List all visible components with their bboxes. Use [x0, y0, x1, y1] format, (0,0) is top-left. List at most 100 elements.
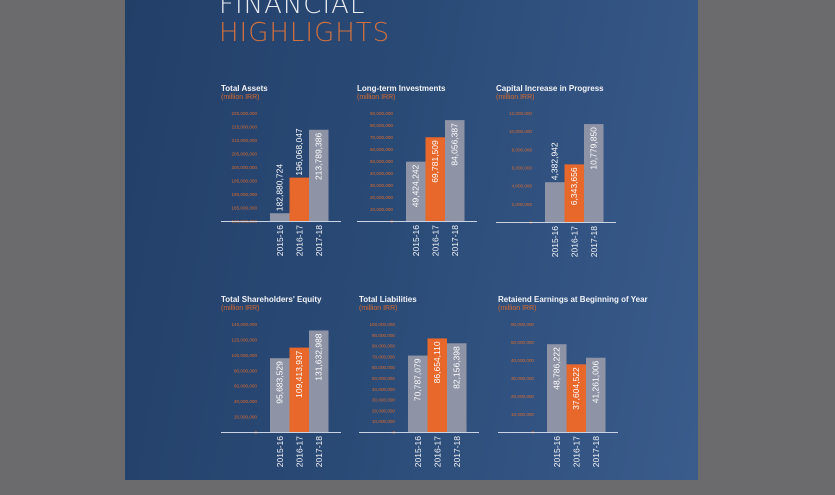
page-title-line2: HIGHLIGHTS: [219, 18, 391, 48]
bar-value-label: 69,781,509: [430, 140, 440, 183]
y-tick-label: 210,000,000: [231, 138, 257, 143]
bar-2015-16: [270, 358, 290, 432]
x-tick-label: 2017-18: [589, 226, 599, 257]
y-tick-label: 20,000,000: [370, 195, 393, 200]
chart-unit: (million IRR): [359, 305, 398, 312]
y-tick-label: 60,000,000: [372, 365, 395, 370]
y-tick-label: 50,000,000: [372, 376, 395, 381]
chart-plot: 100,000,000 90,000,000 80,000,000 70,000,00…: [359, 322, 479, 467]
bar-value-label: 41,261,006: [591, 360, 601, 403]
bar-value-label: 37,604,522: [571, 367, 581, 410]
bar-2016-17: [564, 164, 584, 222]
y-tick-label: 10,000,000: [372, 419, 395, 424]
bar-value-label: 48,786,222: [552, 347, 562, 390]
x-tick-label: 2015-16: [550, 226, 560, 257]
y-tick-label: 70,000,000: [370, 135, 393, 140]
bar-2017-18: [447, 343, 467, 432]
y-tick-label: 90,000,000: [372, 333, 395, 338]
chart-3: Total Shareholders' Equity (million IRR) 1…: [221, 295, 381, 495]
bar-value-label: 49,424,242: [411, 164, 421, 207]
bar-value-label: 196,068,047: [294, 128, 304, 176]
chart-unit: (million IRR): [221, 94, 260, 101]
chart-title: Capital Increase in Progress: [496, 84, 604, 93]
chart-title: Retaiend Earnings at Beginning of Year: [498, 295, 648, 304]
x-tick-label: 2016-17: [569, 226, 579, 257]
bar-2015-16: [270, 213, 290, 221]
x-tick-label: 2017-18: [314, 436, 324, 467]
y-tick-label: 30,000,000: [511, 376, 534, 381]
bar-2016-17: [427, 338, 447, 432]
y-tick-label: 8,000,000: [512, 147, 533, 152]
bar-value-label: 82,156,398: [452, 346, 462, 389]
chart-plot: 220,000,000 215,000,000 210,000,000 205,000…: [221, 111, 341, 256]
y-tick-label: 140,000,000: [231, 322, 257, 327]
y-tick-label: 30,000,000: [372, 398, 395, 403]
y-tick-label: 20,000,000: [372, 408, 395, 413]
bar-value-label: 70,787,079: [413, 358, 423, 401]
bar-value-label: 95,683,529: [275, 361, 285, 404]
y-tick-label: 60,000,000: [234, 384, 257, 389]
chart-title: Long-term Investments: [357, 84, 446, 93]
page-title-line1: FINANCIAL: [219, 0, 366, 20]
bar-2016-17: [289, 347, 309, 432]
x-tick-label: 2017-18: [452, 436, 462, 467]
chart-plot: 90,000,000 80,000,000 70,000,000 60,000,000…: [357, 111, 477, 256]
chart-unit: (million IRR): [357, 94, 396, 101]
bar-2017-18: [584, 124, 604, 222]
chart-5: Retaiend Earnings at Beginning of Year (m…: [498, 295, 658, 495]
y-tick-label: 50,000,000: [511, 340, 534, 345]
y-tick-label: 20,000,000: [511, 394, 534, 399]
x-tick-label: 2015-16: [275, 436, 285, 467]
bar-value-label: 131,632,988: [314, 333, 324, 381]
bar-value-label: 6,343,656: [569, 167, 579, 205]
y-tick-label: 190,000,000: [231, 192, 257, 197]
chart-plot: 60,000,000 50,000,000 40,000,000 30,000,000…: [498, 322, 618, 467]
chart-4: Total Liabilities (million IRR) 100,000,00…: [359, 295, 519, 495]
bar-value-label: 84,056,387: [450, 123, 460, 166]
bar-2016-17: [425, 137, 445, 221]
y-tick-label: 40,000,000: [372, 387, 395, 392]
y-tick-label: 215,000,000: [231, 125, 257, 130]
y-tick-label: 10,000,000: [511, 412, 534, 417]
bar-2016-17: [289, 177, 309, 221]
x-tick-label: 2016-17: [294, 225, 304, 256]
x-tick-label: 2016-17: [432, 436, 442, 467]
bar-2017-18: [445, 120, 465, 221]
chart-0: Total Assets (million IRR) 220,000,000 215,…: [221, 84, 381, 284]
x-tick-label: 2015-16: [552, 436, 562, 467]
chart-plot: 140,000,000 120,000,000 100,000,000 80,000,…: [221, 322, 341, 467]
y-tick-label: 60,000,000: [370, 147, 393, 152]
y-tick-label: 70,000,000: [372, 354, 395, 359]
bar-2017-18: [309, 330, 329, 432]
bar-value-label: 109,413,937: [294, 350, 304, 398]
bar-value-label: 182,880,724: [275, 164, 285, 212]
x-tick-label: 2017-18: [450, 225, 460, 256]
y-tick-label: 200,000,000: [231, 165, 257, 170]
x-tick-label: 2017-18: [591, 436, 601, 467]
y-tick-label: 185,000,000: [231, 206, 257, 211]
x-tick-label: 2017-18: [314, 225, 324, 256]
bar-value-label: 86,654,110: [432, 341, 442, 383]
y-tick-label: 80,000,000: [370, 123, 393, 128]
bar-value-label: 213,789,386: [314, 133, 324, 181]
y-tick-label: 80,000,000: [372, 344, 395, 349]
bar-2017-18: [309, 129, 329, 221]
x-tick-label: 2016-17: [430, 225, 440, 256]
y-tick-label: 220,000,000: [231, 111, 257, 116]
y-tick-label: 90,000,000: [370, 111, 393, 116]
y-tick-label: 60,000,000: [511, 322, 534, 327]
bar-2015-16: [545, 182, 565, 222]
bar-2017-18: [586, 357, 606, 432]
bar-value-label: 4,382,942: [550, 142, 560, 180]
bar-2015-16: [408, 355, 428, 432]
y-tick-label: 20,000,000: [234, 415, 257, 420]
chart-title: Total Liabilities: [359, 295, 417, 304]
y-tick-label: 2,000,000: [512, 202, 533, 207]
bar-2016-17: [566, 364, 586, 432]
chart-title: Total Assets: [221, 84, 268, 93]
y-tick-label: 100,000,000: [231, 353, 257, 358]
y-tick-label: 195,000,000: [231, 179, 257, 184]
chart-title: Total Shareholders' Equity: [221, 295, 322, 304]
chart-2: Capital Increase in Progress (million IRR…: [496, 84, 656, 284]
x-tick-label: 2016-17: [571, 436, 581, 467]
